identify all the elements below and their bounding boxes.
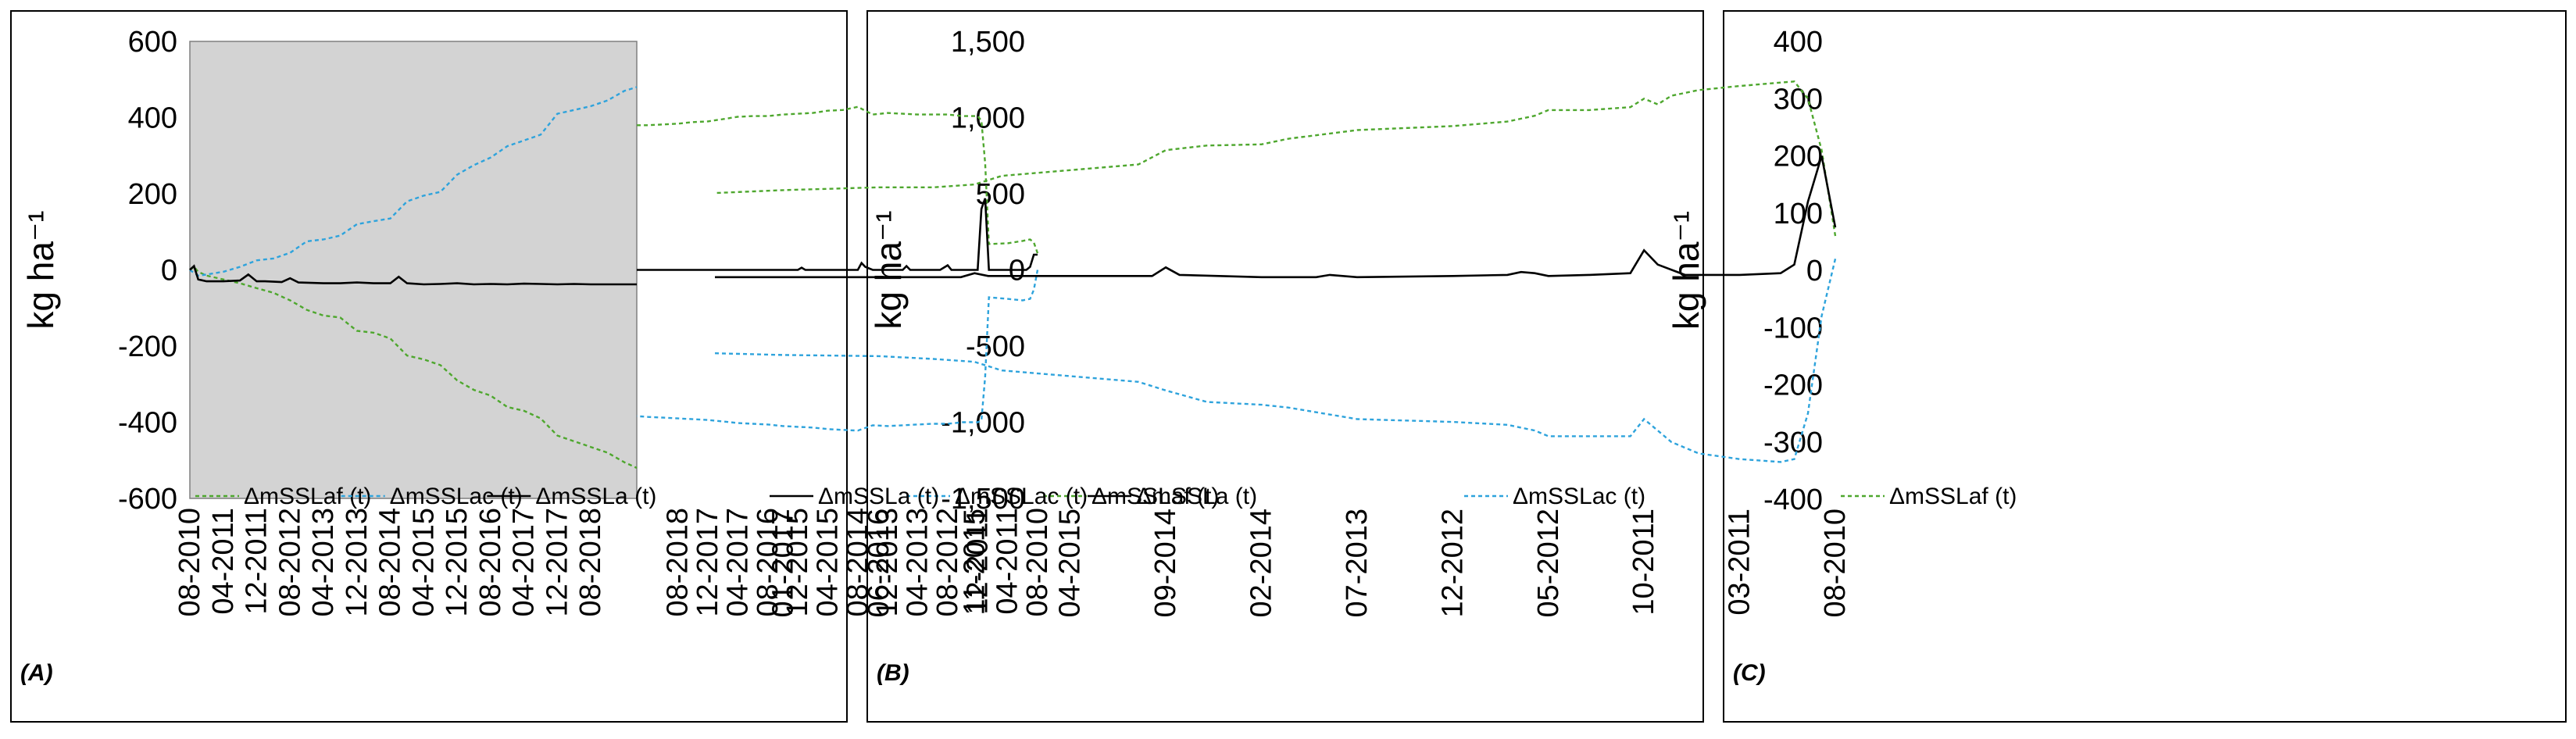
x-tick-label: 02-2014 xyxy=(1245,509,1278,617)
x-tick-label: 12-2013 xyxy=(341,508,373,616)
x-tick-label: 08-2016 xyxy=(752,508,784,616)
x-tick-label: 08-2018 xyxy=(574,508,607,616)
y-tick-label: -400 xyxy=(118,407,177,440)
series-line-1 xyxy=(637,105,1039,254)
x-tick-label: 04-2013 xyxy=(902,508,934,616)
legend-entry: ΔmSSLa (t) xyxy=(818,484,939,509)
series-line-3 xyxy=(715,155,1837,279)
legend-entry: ΔmSSLa (t) xyxy=(1136,484,1257,509)
panel-label: (A) xyxy=(20,660,53,686)
y-tick-label: -200 xyxy=(118,330,177,363)
x-tick-label: 04-2015 xyxy=(812,508,845,616)
x-tick-label: 04-2011 xyxy=(991,508,1024,615)
plot-area xyxy=(189,41,638,499)
x-tick-label: 07-2013 xyxy=(1341,509,1374,617)
x-tick-label: 12-2011 xyxy=(961,508,994,615)
x-tick-label: 04-2011 xyxy=(207,508,240,615)
x-tick-label: 08-2010 xyxy=(173,508,206,616)
y-tick-label: 400 xyxy=(128,102,177,135)
x-tick-label: 12-2012 xyxy=(1436,509,1469,617)
legend-entry: ΔmSSLaf (t) xyxy=(1889,484,2017,509)
y-tick-label: -500 xyxy=(966,330,1025,363)
panel-frame xyxy=(1723,10,2567,723)
series-line-2 xyxy=(636,270,1039,432)
x-tick-label: 08-2012 xyxy=(273,508,306,616)
series-line-2 xyxy=(714,259,1837,463)
legend-entry: ΔmSSLaf (t) xyxy=(244,484,371,509)
x-tick-label: 09-2014 xyxy=(1149,509,1182,617)
y-tick-label: 1,500 xyxy=(951,26,1025,59)
series-line-2 xyxy=(189,86,638,277)
y-tick-label: 0 xyxy=(1806,255,1823,287)
y-tick-label: 400 xyxy=(1774,26,1823,59)
x-tick-label: 11-2015 xyxy=(958,509,991,616)
x-tick-label: 10-2011 xyxy=(1627,509,1660,616)
series-line-3 xyxy=(189,264,637,286)
panel-frame xyxy=(10,10,848,723)
x-tick-label: 06-2016 xyxy=(863,509,895,617)
y-tick-label: -600 xyxy=(118,483,177,516)
legend-entry: ΔmSSLac (t) xyxy=(955,484,1088,509)
y-tick-label: 0 xyxy=(161,255,177,287)
x-tick-label: 12-2011 xyxy=(241,508,273,615)
x-tick-label: 04-2015 xyxy=(407,508,440,616)
x-tick-label: 08-2014 xyxy=(841,508,874,616)
x-tick-label: 12-2017 xyxy=(691,508,724,616)
x-tick-label: 08-2014 xyxy=(374,508,407,616)
x-tick-label: 04-2015 xyxy=(1054,509,1087,617)
y-tick-label: 100 xyxy=(1774,198,1823,230)
series-line-1 xyxy=(189,265,638,469)
y-tick-label: -1,500 xyxy=(941,483,1025,516)
y-tick-label: 200 xyxy=(1774,141,1823,173)
x-tick-label: 08-2010 xyxy=(1819,509,1852,617)
series-line-1 xyxy=(714,80,1837,237)
x-tick-label: 05-2012 xyxy=(1532,509,1565,617)
x-tick-label: 04-2017 xyxy=(508,508,541,616)
y-tick-label: 200 xyxy=(128,178,177,211)
series-line-3 xyxy=(637,198,1038,271)
x-tick-label: 12-2013 xyxy=(871,508,904,616)
legend-entry: ΔmSSLac (t) xyxy=(1513,484,1645,509)
x-tick-label: 08-2016 xyxy=(474,508,507,616)
x-tick-label: 08-2018 xyxy=(662,508,695,616)
y-tick-label: 600 xyxy=(128,26,177,59)
x-tick-label: 08-2012 xyxy=(931,508,964,616)
x-tick-label: 12-2017 xyxy=(541,508,573,616)
y-tick-label: -300 xyxy=(1763,427,1823,459)
x-tick-label: 12-2015 xyxy=(441,508,473,616)
x-tick-label: 04-2013 xyxy=(307,508,340,616)
y-tick-label: 300 xyxy=(1774,83,1823,116)
x-tick-label: 01-2017 xyxy=(766,509,799,617)
x-tick-label: 12-2015 xyxy=(781,508,814,616)
x-tick-label: 03-2011 xyxy=(1724,509,1756,616)
panel-label: (B) xyxy=(877,660,909,686)
y-tick-label: -100 xyxy=(1763,312,1823,345)
panel-frame xyxy=(866,10,1704,723)
panel-label: (C) xyxy=(1733,660,1766,686)
y-tick-label: -200 xyxy=(1763,370,1823,402)
y-tick-label: 500 xyxy=(976,178,1025,211)
y-tick-label: -400 xyxy=(1763,484,1823,516)
legend-entry: ΔmSSLa (t) xyxy=(535,484,656,509)
y-tick-label: 1,000 xyxy=(951,102,1025,135)
x-tick-label: 04-2017 xyxy=(721,508,754,616)
y-axis-label: kg ha⁻¹ xyxy=(20,210,61,329)
x-tick-label: 08-2010 xyxy=(1021,508,1054,616)
